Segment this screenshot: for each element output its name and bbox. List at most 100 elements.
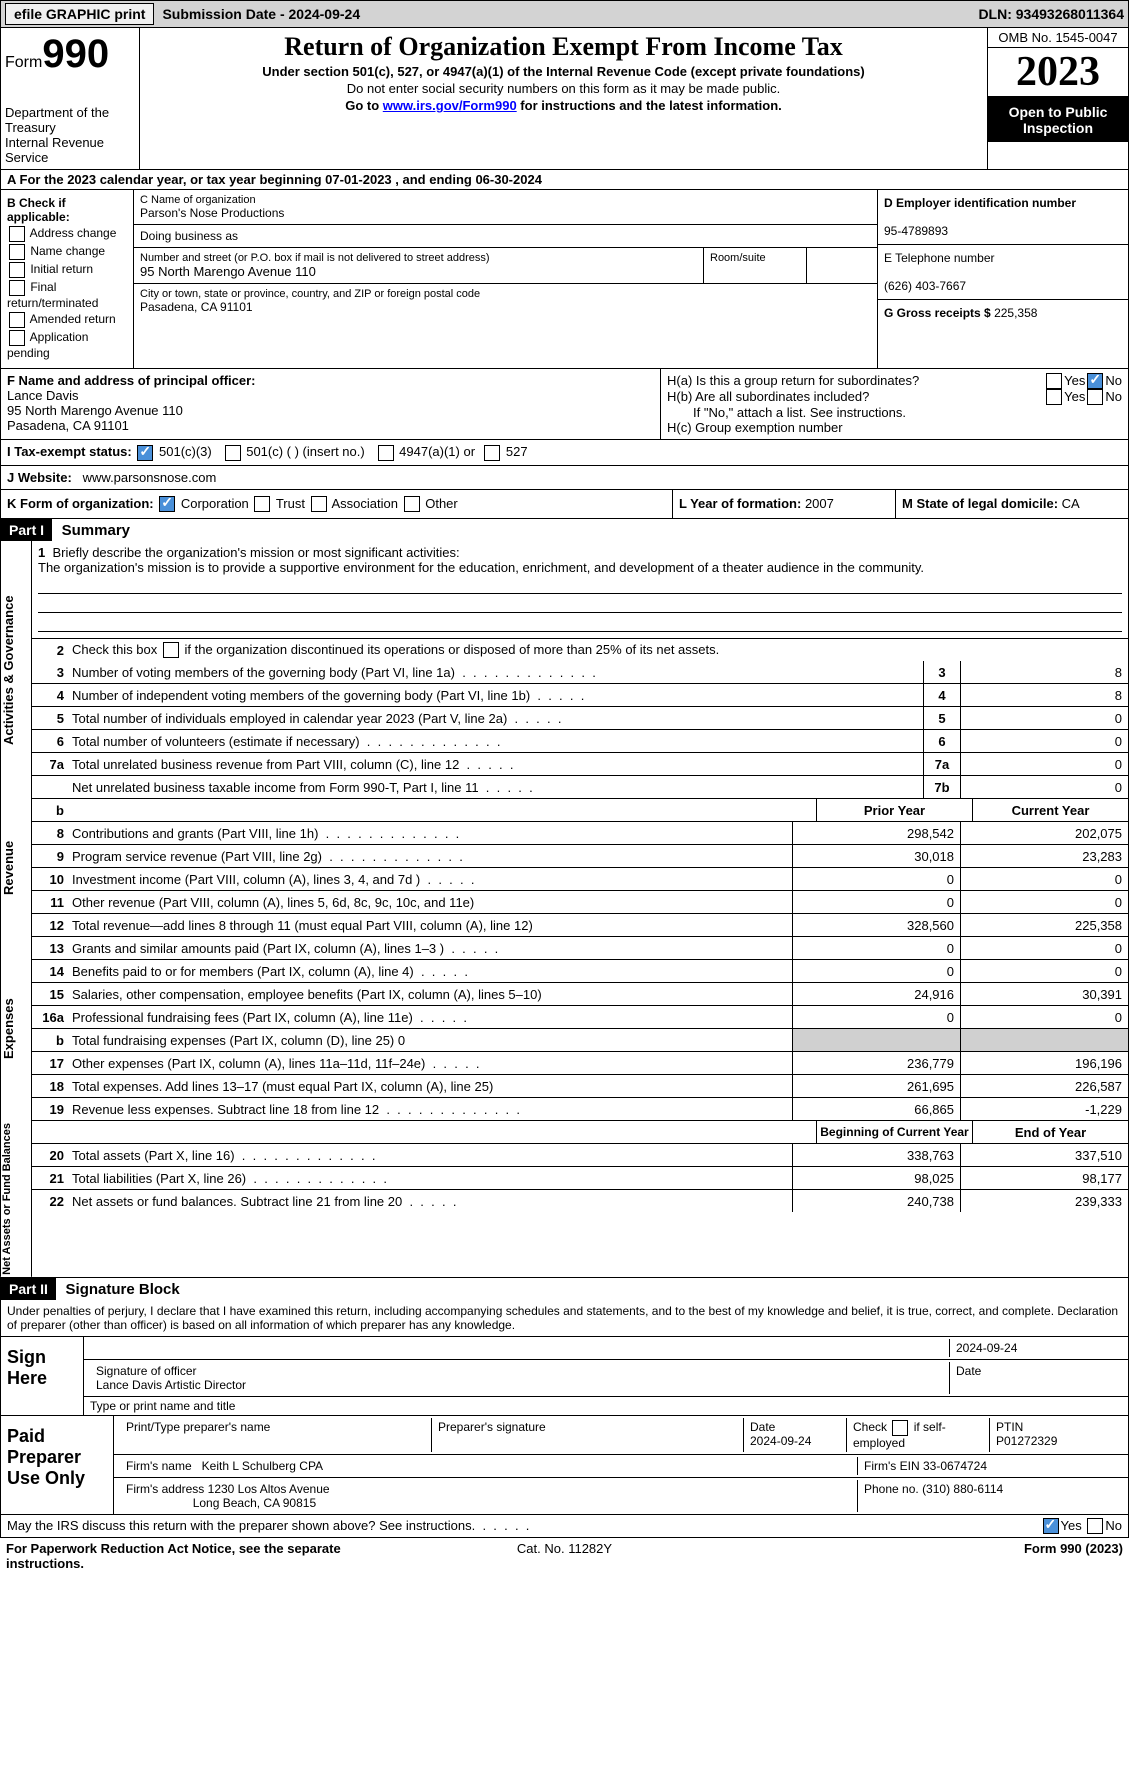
- sign-here-label: Sign Here: [1, 1337, 84, 1415]
- part2-title: Signature Block: [66, 1281, 180, 1298]
- c22: 239,333: [960, 1190, 1128, 1212]
- ha-no[interactable]: [1087, 373, 1103, 389]
- tab-revenue: Revenue: [0, 799, 32, 937]
- tax-exempt-label: I Tax-exempt status:: [7, 444, 132, 459]
- org-name-label: C Name of organization: [140, 194, 871, 206]
- check-corp[interactable]: [159, 496, 175, 512]
- hb-note: If "No," attach a list. See instructions…: [667, 405, 1122, 420]
- line-7a: Total unrelated business revenue from Pa…: [68, 755, 923, 774]
- ein: 95-4789893: [884, 224, 948, 238]
- line-4: Number of independent voting members of …: [68, 686, 923, 705]
- val-4: 8: [960, 684, 1128, 706]
- hdr-bcy: Beginning of Current Year: [816, 1121, 972, 1143]
- instructions-link[interactable]: www.irs.gov/Form990: [383, 98, 517, 113]
- form-subtitle: Under section 501(c), 527, or 4947(a)(1)…: [144, 64, 983, 79]
- gross-receipts-label: G Gross receipts $: [884, 306, 994, 320]
- check-4947[interactable]: [378, 445, 394, 461]
- check-527[interactable]: [484, 445, 500, 461]
- date-label: Date: [950, 1362, 1122, 1394]
- line-5: Total number of individuals employed in …: [68, 709, 923, 728]
- discuss-yes[interactable]: [1043, 1518, 1059, 1534]
- top-toolbar: efile GRAPHIC print Submission Date - 20…: [0, 0, 1129, 28]
- street-address: 95 North Marengo Avenue 110: [140, 264, 697, 279]
- officer-label: F Name and address of principal officer:: [7, 373, 256, 388]
- hb-no[interactable]: [1087, 389, 1103, 405]
- check-other[interactable]: [404, 496, 420, 512]
- website: www.parsonsnose.com: [83, 470, 217, 485]
- section-k-l-m: K Form of organization: Corporation Trus…: [1, 490, 1128, 520]
- line-13: Grants and similar amounts paid (Part IX…: [68, 939, 792, 958]
- dba-label: Doing business as: [140, 229, 871, 243]
- c19: -1,229: [960, 1098, 1128, 1120]
- line-7b: Net unrelated business taxable income fr…: [68, 778, 923, 797]
- c13: 0: [960, 937, 1128, 959]
- check-app-pending[interactable]: Application pending: [7, 330, 127, 360]
- p13: 0: [792, 937, 960, 959]
- p8: 298,542: [792, 822, 960, 844]
- firm-name: Keith L Schulberg CPA: [202, 1459, 323, 1473]
- addr-label: Number and street (or P.O. box if mail i…: [140, 252, 697, 264]
- form-word: Form: [5, 54, 42, 71]
- line-14: Benefits paid to or for members (Part IX…: [68, 962, 792, 981]
- dept-treasury: Department of the Treasury: [5, 105, 135, 135]
- discuss-no[interactable]: [1087, 1518, 1103, 1534]
- line-10: Investment income (Part VIII, column (A)…: [68, 870, 792, 889]
- c16a: 0: [960, 1006, 1128, 1028]
- officer-city: Pasadena, CA 91101: [7, 418, 129, 433]
- p19: 66,865: [792, 1098, 960, 1120]
- check-501c3[interactable]: [137, 445, 153, 461]
- discuss-row: May the IRS discuss this return with the…: [0, 1515, 1129, 1538]
- check-assoc[interactable]: [311, 496, 327, 512]
- self-employed: Check if self-employed: [847, 1418, 990, 1452]
- p22: 240,738: [792, 1190, 960, 1212]
- form-number-box: Form990 Department of the Treasury Inter…: [1, 28, 140, 169]
- org-name: Parson's Nose Productions: [140, 206, 871, 220]
- tab-netassets: Net Assets or Fund Balances: [0, 1121, 32, 1277]
- check-amended-return[interactable]: Amended return: [7, 312, 127, 328]
- p15: 24,916: [792, 983, 960, 1005]
- ptin: P01272329: [996, 1434, 1057, 1448]
- hb-label: H(b) Are all subordinates included?: [667, 389, 1044, 405]
- dln: DLN: 93493268011364: [978, 6, 1124, 22]
- section-a: A For the 2023 calendar year, or tax yea…: [1, 170, 1128, 190]
- check-trust[interactable]: [254, 496, 270, 512]
- p16a: 0: [792, 1006, 960, 1028]
- firm-phone-label: Phone no.: [864, 1482, 919, 1496]
- discuss-question: May the IRS discuss this return with the…: [7, 1518, 475, 1533]
- instructions-link-line: Go to www.irs.gov/Form990 for instructio…: [144, 98, 983, 113]
- website-label: J Website:: [7, 470, 72, 485]
- hb-yes[interactable]: [1046, 389, 1062, 405]
- form-title-box: Return of Organization Exempt From Incom…: [140, 28, 987, 169]
- val-7b: 0: [960, 776, 1128, 798]
- check-self-employed[interactable]: [892, 1420, 908, 1436]
- efile-print-button[interactable]: efile GRAPHIC print: [5, 3, 154, 25]
- val-6: 0: [960, 730, 1128, 752]
- line-18: Total expenses. Add lines 13–17 (must eq…: [68, 1077, 792, 1096]
- part1-title: Summary: [62, 522, 130, 539]
- section-b: B Check if applicable: Address change Na…: [1, 190, 134, 368]
- c11: 0: [960, 891, 1128, 913]
- city-label: City or town, state or province, country…: [140, 288, 871, 300]
- form-number: 990: [42, 32, 109, 76]
- phone-label: E Telephone number: [884, 251, 995, 265]
- line-16a: Professional fundraising fees (Part IX, …: [68, 1008, 792, 1027]
- line-21: Total liabilities (Part X, line 26): [68, 1169, 792, 1188]
- check-501c[interactable]: [225, 445, 241, 461]
- c14: 0: [960, 960, 1128, 982]
- section-j: J Website: www.parsonsnose.com: [1, 466, 1128, 490]
- check-final-return[interactable]: Final return/terminated: [7, 280, 127, 310]
- paperwork-notice: For Paperwork Reduction Act Notice, see …: [6, 1541, 378, 1571]
- check-discontinued[interactable]: [163, 642, 179, 658]
- check-initial-return[interactable]: Initial return: [7, 262, 127, 278]
- gross-receipts: 225,358: [994, 306, 1037, 320]
- check-address-change[interactable]: Address change: [7, 226, 127, 242]
- part2-bar: Part II: [1, 1278, 56, 1300]
- prep-date: 2024-09-24: [750, 1434, 811, 1448]
- line-2: Check this box if the organization disco…: [68, 640, 1128, 661]
- officer-addr: 95 North Marengo Avenue 110: [7, 403, 183, 418]
- c21: 98,177: [960, 1167, 1128, 1189]
- check-name-change[interactable]: Name change: [7, 244, 127, 260]
- cat-no: Cat. No. 11282Y: [378, 1541, 750, 1571]
- ha-yes[interactable]: [1046, 373, 1062, 389]
- line-17: Other expenses (Part IX, column (A), lin…: [68, 1054, 792, 1073]
